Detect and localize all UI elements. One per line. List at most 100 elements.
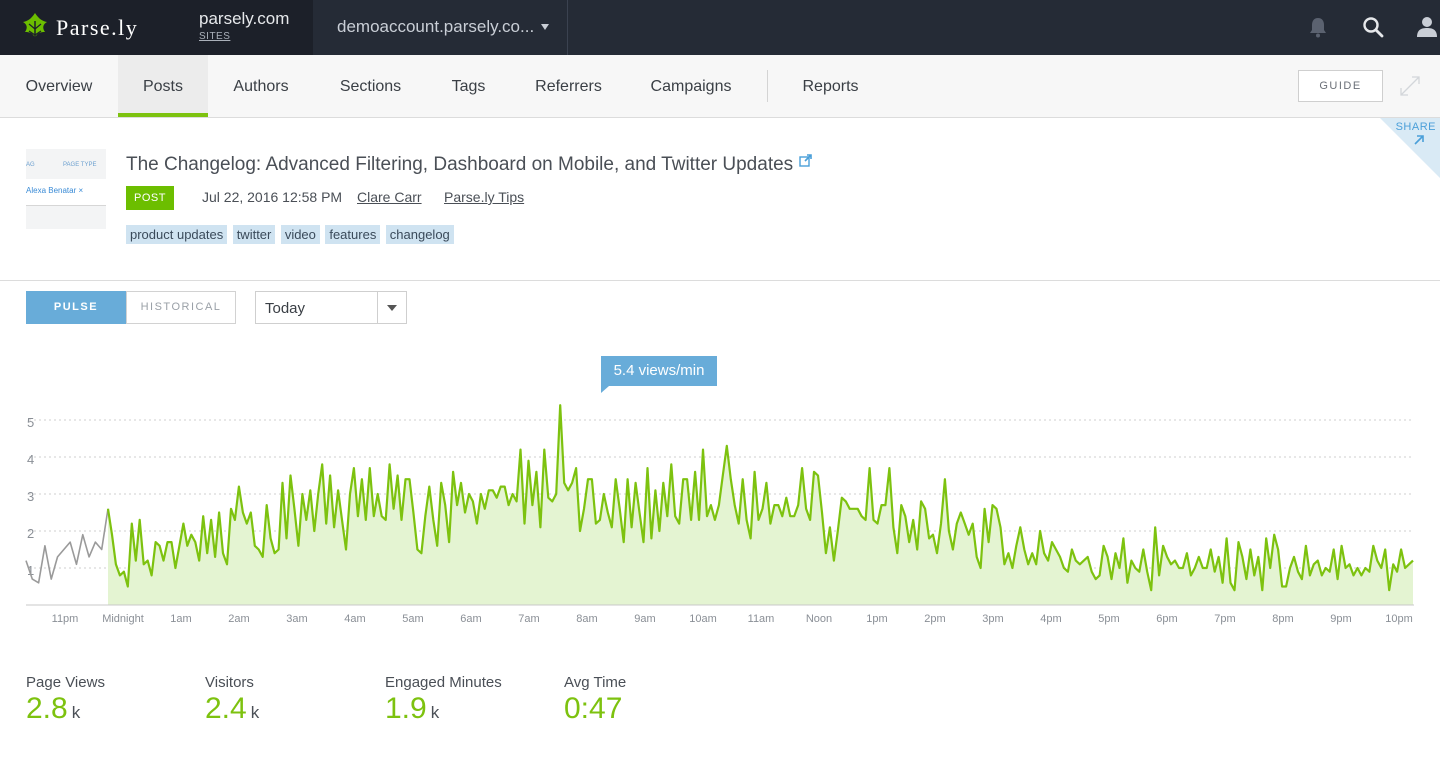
author-link[interactable]: Clare Carr	[357, 189, 422, 205]
y-tick-label: 4	[27, 452, 34, 467]
stat-number: 1.9	[385, 692, 427, 725]
expand-icon[interactable]	[1398, 74, 1422, 98]
post-date: Jul 22, 2016 12:58 PM	[202, 189, 343, 205]
tag-chip[interactable]: twitter	[232, 225, 276, 244]
brand-area: Parse.ly parsely.com SITES	[0, 0, 313, 55]
x-tick-label: 5am	[402, 613, 423, 625]
series-line-today	[106, 404, 1414, 592]
tooltip-pointer	[601, 386, 609, 393]
x-tick-label: 2pm	[924, 613, 945, 625]
tab-sections[interactable]: Sections	[339, 78, 402, 95]
stat-number: 2.8	[26, 692, 68, 725]
y-tick-label: 3	[27, 489, 34, 504]
x-tick-label: 6pm	[1156, 613, 1177, 625]
stat-avg-time-value: 0:47	[564, 692, 622, 726]
x-tick-label: 8pm	[1272, 613, 1293, 625]
x-tick-label: 7pm	[1214, 613, 1235, 625]
thumbnail-chip: Alexa Benatar ×	[26, 186, 84, 195]
x-tick-label: 9am	[634, 613, 655, 625]
post-thumbnail[interactable]: AG PAGE TYPE Alexa Benatar ×	[26, 149, 106, 229]
chart-tooltip: 5.4 views/min	[601, 356, 717, 386]
tag-chip[interactable]: product updates	[126, 225, 228, 244]
thumbnail-band	[26, 179, 106, 205]
section-link[interactable]: Parse.ly Tips	[444, 189, 525, 205]
tab-tags[interactable]: Tags	[451, 78, 486, 95]
tag-chip[interactable]: features	[325, 225, 381, 244]
account-switcher[interactable]: demoaccount.parsely.co...	[313, 0, 568, 55]
stat-unit: k	[71, 703, 81, 722]
x-tick-label: 2am	[228, 613, 249, 625]
share-corner	[1380, 118, 1440, 178]
stat-avg-time-label: Avg Time	[564, 674, 627, 691]
tag-chip[interactable]: video	[280, 225, 320, 244]
stat-visitors-value: 2.4 k	[205, 692, 259, 726]
series-area-today	[108, 405, 1413, 605]
top-bar: Parse.ly parsely.com SITES demoaccount.p…	[0, 0, 1440, 55]
share-label: SHARE	[1395, 121, 1436, 133]
stat-engaged-minutes-value: 1.9 k	[385, 692, 439, 726]
post-title-text: The Changelog: Advanced Filtering, Dashb…	[126, 154, 794, 175]
post-header: AG PAGE TYPE Alexa Benatar × The Changel…	[0, 118, 1440, 281]
x-tick-label: Midnight	[102, 613, 144, 625]
tab-referrers[interactable]: Referrers	[535, 78, 602, 95]
sites-link[interactable]: SITES	[199, 31, 231, 42]
caret-down-icon	[541, 24, 549, 30]
date-range-select[interactable]: Today	[255, 291, 407, 324]
stat-number: 2.4	[205, 692, 247, 725]
date-range-value: Today	[265, 300, 306, 317]
user-icon[interactable]	[1416, 16, 1440, 38]
x-tick-label: Noon	[806, 613, 832, 625]
x-tick-label: 7am	[518, 613, 539, 625]
stat-number: 0:47	[564, 692, 623, 725]
guide-button[interactable]: GUIDE	[1298, 70, 1383, 102]
x-tick-label: 5pm	[1098, 613, 1119, 625]
main-nav: Overview Posts Authors Sections Tags Ref…	[0, 55, 1440, 118]
y-tick-label: 5	[27, 415, 34, 430]
tag-list: product updates twitter video features c…	[126, 225, 455, 244]
historical-button[interactable]: HISTORICAL	[126, 291, 236, 324]
bell-icon[interactable]	[1308, 16, 1328, 38]
stat-visitors-label: Visitors	[205, 674, 254, 691]
stat-page-views-label: Page Views	[26, 674, 105, 691]
views-chart[interactable]: 1 2 3 4 5 11pm Midnight 1am 2am 3am 4am 5am 6am 7am 8a…	[0, 340, 1440, 640]
arrow-up-right-icon	[1414, 135, 1424, 145]
y-tick-label: 2	[27, 526, 34, 541]
thumbnail-col-a: AG	[26, 162, 35, 168]
x-tick-label: 3pm	[982, 613, 1003, 625]
tab-posts[interactable]: Posts	[118, 55, 208, 117]
y-tick-label: 1	[27, 563, 34, 578]
caret-down-icon	[387, 305, 397, 311]
x-tick-label: 10pm	[1385, 613, 1413, 625]
tab-authors[interactable]: Authors	[233, 78, 289, 95]
nav-divider	[767, 70, 768, 102]
x-tick-label: 1pm	[866, 613, 887, 625]
pulse-button[interactable]: PULSE	[26, 291, 126, 324]
stat-engaged-minutes-label: Engaged Minutes	[385, 674, 502, 691]
tab-reports[interactable]: Reports	[802, 78, 859, 95]
brand-name[interactable]: Parse.ly	[56, 15, 139, 40]
thumbnail-col-b: PAGE TYPE	[63, 162, 97, 168]
tab-overview[interactable]: Overview	[25, 78, 93, 95]
stat-unit: k	[250, 703, 260, 722]
tab-campaigns[interactable]: Campaigns	[650, 78, 732, 95]
x-tick-label: 6am	[460, 613, 481, 625]
account-name: demoaccount.parsely.co...	[337, 17, 535, 36]
external-link-icon[interactable]	[799, 154, 812, 167]
select-divider	[377, 292, 378, 323]
stat-page-views-value: 2.8 k	[26, 692, 80, 726]
x-tick-label: 11pm	[52, 613, 79, 625]
x-tick-label: 3am	[286, 613, 307, 625]
stat-unit: k	[430, 703, 440, 722]
post-title[interactable]: The Changelog: Advanced Filtering, Dashb…	[126, 154, 812, 176]
x-tick-label: 1am	[170, 613, 191, 625]
x-tick-label: 4pm	[1040, 613, 1061, 625]
parsely-leaf-icon[interactable]	[18, 11, 52, 45]
x-tick-label: 10am	[689, 613, 717, 625]
x-tick-label: 4am	[344, 613, 365, 625]
site-name[interactable]: parsely.com	[199, 9, 290, 28]
top-icons	[1240, 0, 1440, 55]
thumbnail-divider	[26, 205, 106, 206]
search-icon[interactable]	[1362, 16, 1384, 38]
share-button[interactable]: SHARE	[1380, 118, 1440, 178]
tag-chip[interactable]: changelog	[385, 225, 454, 244]
